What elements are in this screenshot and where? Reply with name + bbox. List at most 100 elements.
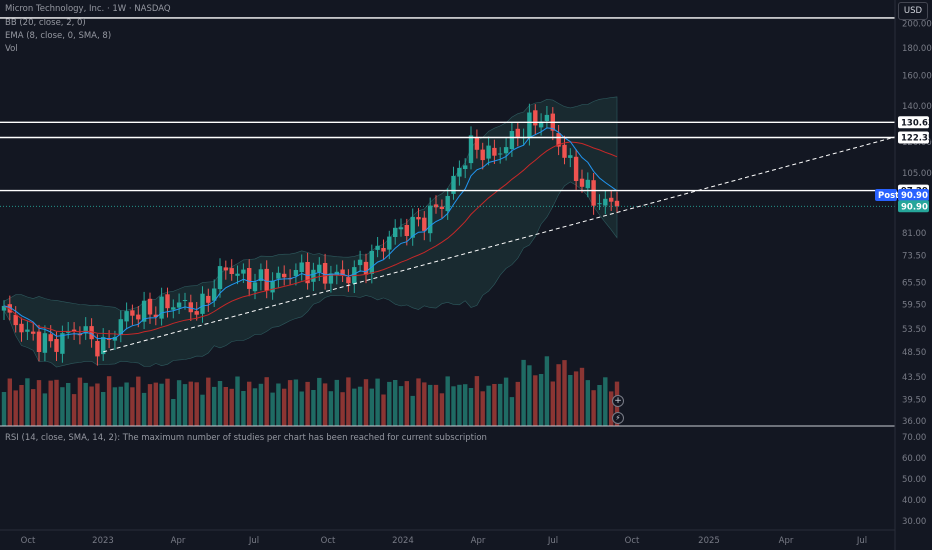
candle-body[interactable]	[381, 248, 386, 252]
candle-body[interactable]	[124, 311, 129, 322]
candle-body[interactable]	[579, 178, 585, 187]
candle-body[interactable]	[340, 269, 345, 276]
candle-body[interactable]	[153, 314, 158, 317]
candle-body[interactable]	[71, 329, 77, 332]
candle-body[interactable]	[182, 300, 188, 301]
candle-body[interactable]	[509, 131, 515, 149]
candle-body[interactable]	[258, 269, 264, 281]
candle-body[interactable]	[101, 337, 106, 355]
candle-body[interactable]	[562, 144, 567, 158]
candle-body[interactable]	[188, 302, 193, 313]
candle-body[interactable]	[171, 307, 176, 310]
candle-body[interactable]	[614, 200, 620, 207]
candle-body[interactable]	[276, 272, 281, 279]
candle-body[interactable]	[410, 216, 415, 238]
candle-body[interactable]	[387, 236, 392, 250]
candle-body[interactable]	[474, 137, 480, 150]
candle-body[interactable]	[404, 225, 409, 236]
candle-body[interactable]	[165, 294, 170, 309]
candle-body[interactable]	[328, 273, 334, 284]
candle-body[interactable]	[241, 269, 246, 274]
candle-body[interactable]	[270, 280, 275, 293]
bb-indicator-label[interactable]: BB (20, close, 2, 0)	[5, 18, 86, 28]
price-axis[interactable]: 200.00180.00160.00140.00120.00105.0081.0…	[902, 20, 932, 427]
candle-body[interactable]	[19, 323, 24, 333]
candle-body[interactable]	[603, 198, 608, 206]
candle-body[interactable]	[398, 227, 404, 230]
candle-body[interactable]	[422, 217, 427, 231]
quick-action-icon[interactable]: ⚡	[612, 412, 624, 424]
candle-body[interactable]	[89, 326, 94, 340]
candle-body[interactable]	[264, 268, 269, 291]
candle-body[interactable]	[130, 310, 135, 316]
candle-body[interactable]	[31, 331, 36, 334]
symbol-title[interactable]: Micron Technology, Inc. · 1W · NASDAQ	[5, 4, 171, 14]
candle-body[interactable]	[428, 205, 433, 234]
candle-body[interactable]	[223, 267, 228, 271]
candle-body[interactable]	[147, 298, 153, 315]
candle-body[interactable]	[591, 180, 596, 206]
candle-body[interactable]	[235, 273, 240, 276]
add-symbol-button[interactable]: +	[612, 395, 624, 407]
candle-body[interactable]	[556, 133, 561, 147]
candle-body[interactable]	[176, 302, 182, 308]
candle-body[interactable]	[95, 341, 100, 357]
candle-body[interactable]	[247, 268, 252, 289]
candle-body[interactable]	[538, 121, 544, 128]
candle-body[interactable]	[416, 217, 421, 220]
candle-body[interactable]	[468, 135, 474, 164]
candle-body[interactable]	[492, 147, 497, 156]
candle-body[interactable]	[433, 204, 439, 208]
ema-indicator-label[interactable]: EMA (8, close, 0, SMA, 8)	[5, 31, 112, 41]
candle-body[interactable]	[299, 262, 304, 273]
candle-body[interactable]	[48, 334, 53, 342]
volume-indicator-label[interactable]: Vol	[5, 44, 18, 54]
candle-body[interactable]	[54, 339, 59, 352]
candle-body[interactable]	[212, 288, 217, 301]
candle-body[interactable]	[597, 203, 602, 205]
candle-body[interactable]	[486, 145, 491, 159]
candle-body[interactable]	[503, 147, 509, 154]
candle-body[interactable]	[118, 319, 123, 335]
candle-body[interactable]	[136, 314, 141, 320]
candle-body[interactable]	[463, 165, 468, 169]
candle-body[interactable]	[322, 263, 328, 284]
candle-body[interactable]	[1, 305, 7, 311]
candle-body[interactable]	[66, 331, 71, 333]
candle-body[interactable]	[445, 196, 450, 212]
candle-body[interactable]	[480, 149, 485, 161]
candle-body[interactable]	[83, 326, 88, 334]
candle-body[interactable]	[439, 206, 445, 209]
currency-button[interactable]: USD	[898, 2, 928, 20]
candle-body[interactable]	[229, 268, 234, 274]
candle-body[interactable]	[568, 155, 573, 158]
candle-body[interactable]	[369, 250, 374, 274]
candle-body[interactable]	[282, 273, 287, 278]
candle-body[interactable]	[317, 264, 322, 273]
candle-body[interactable]	[293, 270, 299, 276]
candle-body[interactable]	[393, 227, 398, 237]
candle-body[interactable]	[305, 262, 310, 284]
candle-body[interactable]	[573, 156, 579, 181]
candle-body[interactable]	[346, 277, 351, 284]
candle-body[interactable]	[515, 128, 520, 137]
plot-area[interactable]	[0, 17, 896, 426]
candle-body[interactable]	[451, 175, 456, 194]
candle-body[interactable]	[13, 314, 18, 326]
candle-body[interactable]	[42, 333, 48, 353]
candle-body[interactable]	[60, 333, 65, 354]
candle-body[interactable]	[457, 167, 462, 177]
candle-body[interactable]	[311, 269, 316, 282]
candle-body[interactable]	[363, 261, 369, 275]
candle-body[interactable]	[533, 110, 538, 126]
candle-body[interactable]	[609, 197, 614, 202]
candle-body[interactable]	[498, 153, 503, 155]
candle-body[interactable]	[544, 114, 550, 121]
candle-body[interactable]	[25, 329, 30, 332]
candle-body[interactable]	[217, 266, 223, 290]
candle-body[interactable]	[141, 300, 147, 322]
candle-body[interactable]	[585, 179, 590, 189]
candle-body[interactable]	[357, 259, 363, 266]
trendline[interactable]	[103, 136, 896, 353]
